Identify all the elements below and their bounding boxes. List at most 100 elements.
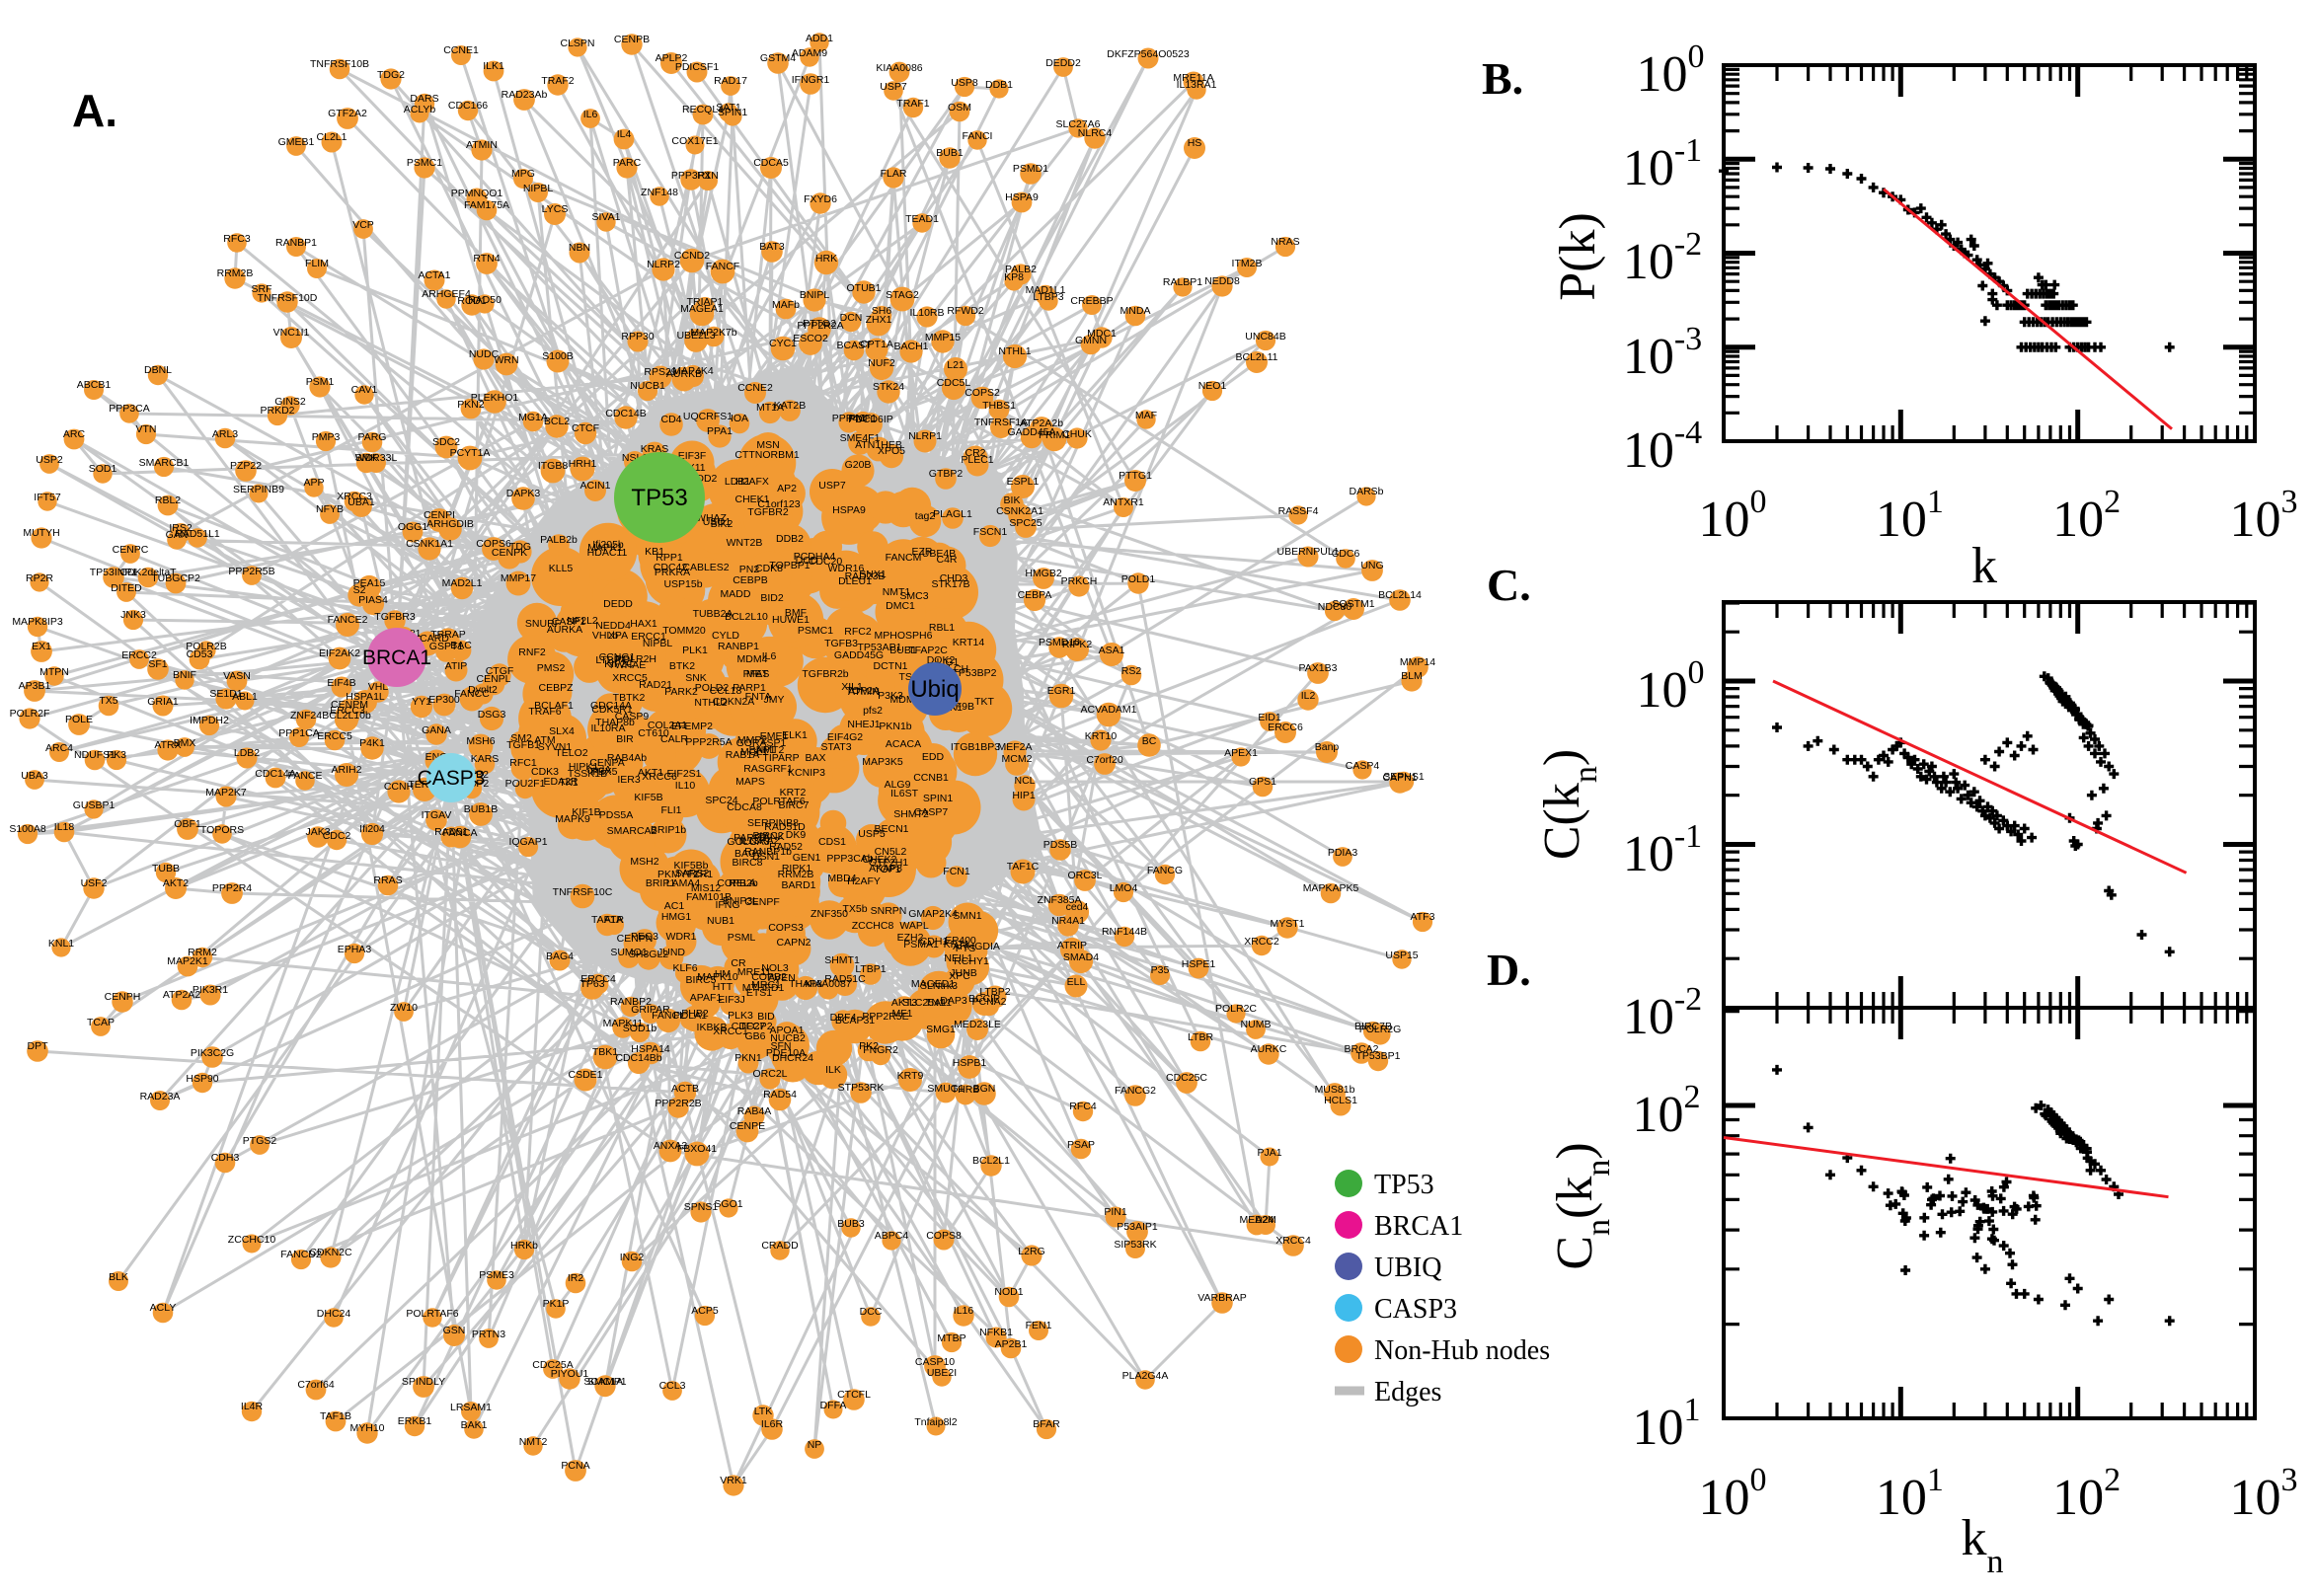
svg-text:BIRC8: BIRC8 [733,857,763,869]
svg-text:CDC2: CDC2 [323,830,351,842]
svg-text:RANBP1: RANBP1 [718,641,759,652]
svg-text:RFC3: RFC3 [223,233,251,245]
svg-text:SERPINB8: SERPINB8 [747,817,799,829]
svg-text:RNF144B: RNF144B [1102,926,1147,938]
svg-text:MAD2L1: MAD2L1 [442,577,483,589]
svg-text:FBXO41: FBXO41 [677,1143,717,1155]
svg-text:CCNE1: CCNE1 [443,44,479,56]
svg-text:YWHAE: YWHAE [608,659,647,671]
svg-text:KNL1: KNL1 [48,938,74,950]
svg-text:CASP10: CASP10 [915,1356,955,1368]
svg-text:HM: HM [715,968,731,980]
svg-text:CR: CR [731,957,746,969]
svg-text:UBE2L3: UBE2L3 [676,330,715,342]
svg-text:RASSF4: RASSF4 [1278,505,1319,517]
svg-text:COPS8: COPS8 [926,1230,962,1242]
svg-text:CDC14A: CDC14A [255,768,295,780]
svg-text:WDR16: WDR16 [828,563,865,574]
svg-text:TNFRSF10C: TNFRSF10C [553,886,613,898]
svg-text:PRKCH: PRKCH [1061,575,1098,587]
svg-text:OBF1: OBF1 [174,818,201,830]
svg-text:FANCC: FANCC [454,688,490,700]
svg-text:FANCE: FANCE [287,770,322,782]
svg-text:LDB1: LDB1 [725,476,750,488]
svg-text:SF1: SF1 [148,658,167,670]
svg-text:SMARCA2: SMARCA2 [607,825,657,837]
svg-text:10-3: 10-3 [1623,321,1702,385]
svg-text:PSMA1: PSMA1 [903,939,939,950]
svg-text:VTN: VTN [136,423,157,435]
svg-text:CDC25A: CDC25A [532,1359,573,1371]
svg-text:CENPK: CENPK [492,547,527,559]
svg-text:CDH3: CDH3 [211,1152,240,1164]
svg-text:PXN: PXN [697,170,719,182]
svg-text:KIAA0086: KIAA0086 [876,62,922,74]
svg-text:RPS29: RPS29 [644,366,676,378]
svg-text:ATN1HEB: ATN1HEB [855,439,902,451]
svg-text:TBK1: TBK1 [592,1046,618,1058]
svg-text:TK1: TK1 [559,777,578,789]
svg-text:FLIM: FLIM [305,258,329,269]
svg-text:FANCL: FANCL [652,1010,685,1022]
svg-text:P3K3: P3K3 [878,690,903,702]
svg-text:H2AFX: H2AFX [735,476,769,488]
svg-text:JAK3: JAK3 [305,826,330,838]
svg-text:IL10RA: IL10RA [590,722,625,734]
svg-text:BLK: BLK [109,1271,128,1283]
svg-text:101: 101 [1633,1392,1701,1456]
svg-text:ABL1: ABL1 [232,691,258,703]
svg-text:Non-Hub nodes: Non-Hub nodes [1374,1335,1550,1366]
svg-text:S2: S2 [353,584,366,596]
svg-text:PARP2: PARP2 [733,832,767,844]
svg-text:PPMNQO1: PPMNQO1 [451,188,503,199]
svg-text:BACH1: BACH1 [893,341,928,352]
svg-text:MUTYH: MUTYH [23,527,59,539]
svg-text:PLEC1: PLEC1 [961,454,993,466]
svg-text:ILK1: ILK1 [483,60,504,72]
svg-text:CCNH: CCNH [384,781,414,793]
svg-text:CYLD: CYLD [712,630,739,642]
svg-text:MAPS: MAPS [735,776,765,788]
svg-text:SMC1A: SMC1A [587,1376,623,1388]
svg-text:ITGB1BP3: ITGB1BP3 [951,741,1000,753]
svg-text:CL2L1: CL2L1 [317,131,347,143]
svg-text:GSN: GSN [443,1325,466,1336]
svg-text:TP53: TP53 [631,485,687,511]
svg-text:EGR1: EGR1 [1047,685,1076,697]
svg-text:SNRPN: SNRPN [871,905,907,917]
svg-text:DITED: DITED [111,582,142,594]
svg-text:IL16: IL16 [954,1305,974,1317]
svg-text:CENPF: CENPF [744,896,780,908]
svg-text:BNIPL: BNIPL [800,289,830,301]
svg-text:ATIP: ATIP [445,660,468,672]
svg-text:NR4A1: NR4A1 [1051,915,1085,927]
svg-text:MT1A: MT1A [756,402,784,414]
svg-text:MAP2K7b: MAP2K7b [690,327,736,339]
svg-text:CDS1: CDS1 [818,836,846,848]
svg-text:TAF1A: TAF1A [591,914,623,926]
svg-text:ING2: ING2 [620,1252,645,1263]
svg-text:PPP3CA: PPP3CA [109,403,149,415]
svg-text:IL4: IL4 [617,128,632,140]
svg-text:RFC1: RFC1 [509,757,537,769]
svg-text:MTBP: MTBP [937,1332,965,1344]
svg-text:TOP1: TOP1 [874,864,900,875]
svg-text:GADD45A: GADD45A [1007,426,1055,438]
svg-text:DARSb: DARSb [1349,486,1383,497]
svg-text:KRAS: KRAS [641,443,669,455]
svg-text:CEBPZ: CEBPZ [538,682,574,694]
svg-text:CAPN1: CAPN1 [1382,772,1417,784]
svg-text:GSPT1: GSPT1 [429,641,464,652]
svg-text:NFYB: NFYB [316,503,344,515]
svg-text:FANCF: FANCF [706,261,739,272]
svg-text:HSPE1: HSPE1 [1182,958,1216,970]
svg-text:PPP2R5B: PPP2R5B [228,566,274,577]
svg-text:WAPL: WAPL [899,920,929,932]
svg-text:GADD45G: GADD45G [834,649,884,661]
svg-text:TRRAP: TRRAP [430,629,466,641]
svg-text:SNURF: SNURF [525,618,561,630]
svg-text:BECN1: BECN1 [874,823,908,835]
svg-text:EIF4G2: EIF4G2 [827,731,863,743]
svg-text:SPC24: SPC24 [705,795,737,806]
svg-text:USP15: USP15 [1385,950,1418,961]
